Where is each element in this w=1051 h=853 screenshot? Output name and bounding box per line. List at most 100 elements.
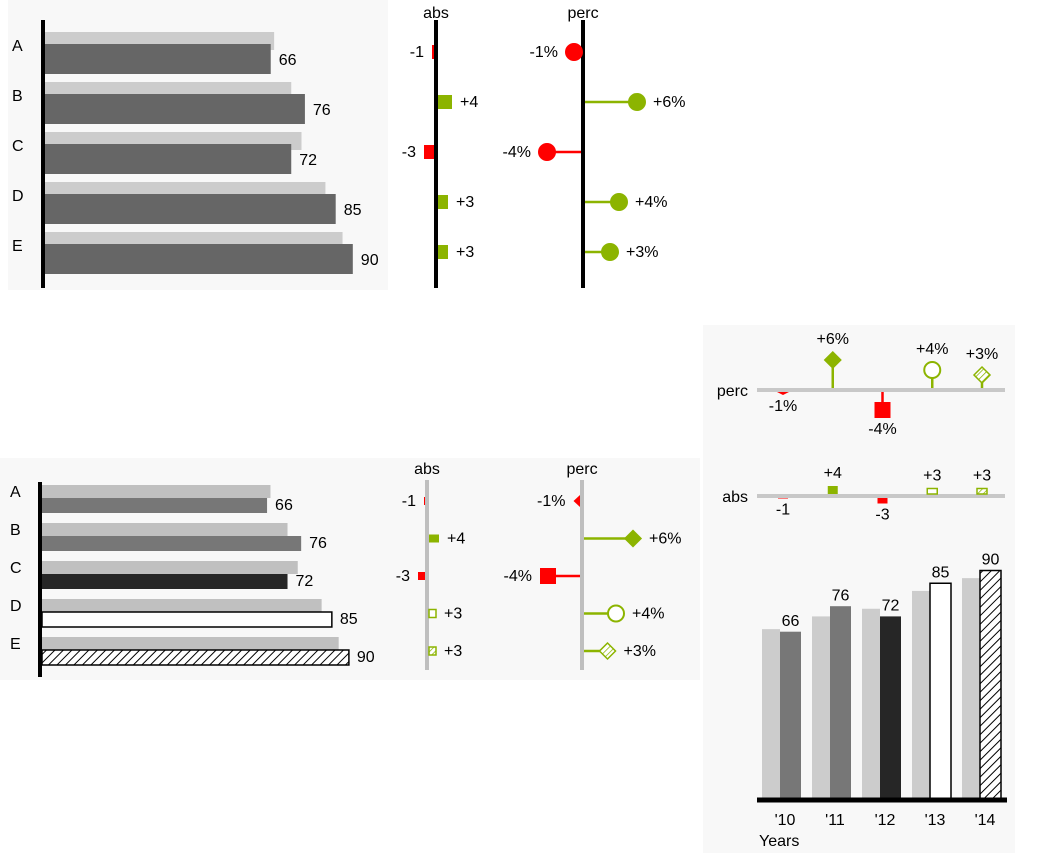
diamond-marker — [623, 529, 643, 548]
value-label: 90 — [982, 552, 1000, 569]
value-label: 90 — [361, 252, 379, 269]
bar-current — [45, 144, 292, 174]
bar-previous — [42, 485, 271, 498]
value-label: +4 — [447, 531, 465, 548]
bar-marker — [428, 646, 437, 656]
bar-current — [45, 194, 336, 224]
bar-previous — [962, 578, 980, 800]
value-label: +6% — [817, 331, 849, 348]
value-label: -4% — [503, 144, 531, 161]
data-point — [585, 93, 646, 111]
bar-marker — [778, 498, 788, 499]
circle-marker — [601, 243, 619, 261]
category-label: B — [12, 88, 23, 105]
data-point — [976, 487, 988, 495]
category-label: C — [10, 560, 22, 577]
value-label: +3 — [456, 194, 474, 211]
circle-marker — [923, 361, 942, 379]
bar-current — [45, 94, 305, 124]
data-point — [565, 43, 583, 61]
category-label: B — [10, 522, 21, 539]
value-label: +3% — [624, 643, 656, 660]
bar-marker — [827, 486, 838, 494]
diamond-marker — [972, 365, 992, 385]
data-point — [428, 646, 437, 656]
value-label: -1 — [402, 493, 416, 510]
bar-marker — [424, 497, 425, 505]
data-point — [584, 604, 625, 623]
value-label: -1% — [537, 493, 565, 510]
chart-title: perc — [717, 383, 748, 400]
category-label: C — [12, 138, 24, 155]
diamond-marker — [598, 641, 617, 661]
bar-previous — [912, 590, 930, 800]
data-point — [827, 486, 838, 494]
value-label: -1% — [769, 398, 797, 415]
bar-marker — [424, 145, 434, 159]
bar-marker — [438, 95, 452, 109]
bar-marker — [976, 487, 988, 495]
data-point — [438, 195, 448, 209]
bar-marker — [418, 572, 425, 580]
value-label: 85 — [932, 564, 950, 581]
data-point — [585, 193, 628, 211]
value-label: 72 — [882, 598, 900, 615]
chart-title: abs — [423, 5, 449, 22]
bar-current — [780, 631, 801, 800]
value-label: +6% — [649, 531, 681, 548]
bar-previous — [862, 608, 880, 800]
bar-current — [979, 569, 1002, 801]
category-label: '10 — [775, 812, 796, 829]
square-marker — [540, 568, 556, 584]
value-label: 85 — [344, 202, 362, 219]
data-point — [584, 641, 617, 661]
category-label: '12 — [875, 812, 896, 829]
value-label: -3 — [875, 507, 889, 524]
category-label: E — [12, 238, 23, 255]
bar-current — [45, 44, 271, 74]
category-label: '14 — [975, 812, 996, 829]
category-label: A — [10, 484, 21, 501]
square-marker — [874, 402, 891, 418]
value-label: 76 — [309, 535, 327, 552]
category-label: D — [12, 188, 24, 205]
chart-title: abs — [722, 489, 748, 506]
data-point — [429, 534, 439, 543]
data-point — [585, 243, 619, 261]
bar-current — [42, 536, 302, 551]
value-label: +3 — [456, 244, 474, 261]
value-label: -1 — [776, 502, 790, 519]
value-label: +3 — [973, 468, 991, 485]
bar-marker — [428, 608, 437, 619]
category-label: E — [10, 636, 21, 653]
value-label: +4% — [635, 194, 667, 211]
data-point — [424, 145, 434, 159]
data-point — [540, 568, 580, 584]
bar-current — [41, 611, 333, 628]
data-point — [926, 487, 938, 495]
x-axis-label: Years — [759, 833, 799, 850]
data-point — [418, 572, 425, 580]
value-label: +4 — [824, 465, 842, 482]
data-point — [778, 498, 788, 499]
bar-current — [929, 582, 952, 801]
data-point — [777, 392, 789, 395]
value-label: 66 — [279, 52, 297, 69]
value-label: -4% — [868, 421, 896, 438]
value-label: +6% — [653, 94, 685, 111]
value-label: +3 — [444, 606, 462, 623]
bar-current — [41, 649, 350, 666]
bar-marker — [877, 498, 888, 504]
data-point — [432, 45, 434, 59]
data-point — [874, 392, 891, 418]
value-label: -1% — [530, 44, 558, 61]
data-point — [538, 143, 581, 161]
value-label: +4% — [632, 606, 664, 623]
value-label: -3 — [396, 568, 410, 585]
triangle-marker — [573, 495, 580, 507]
triangle-marker — [777, 392, 789, 395]
bar-previous — [42, 523, 288, 536]
value-label: -3 — [402, 144, 416, 161]
data-point — [823, 350, 842, 388]
